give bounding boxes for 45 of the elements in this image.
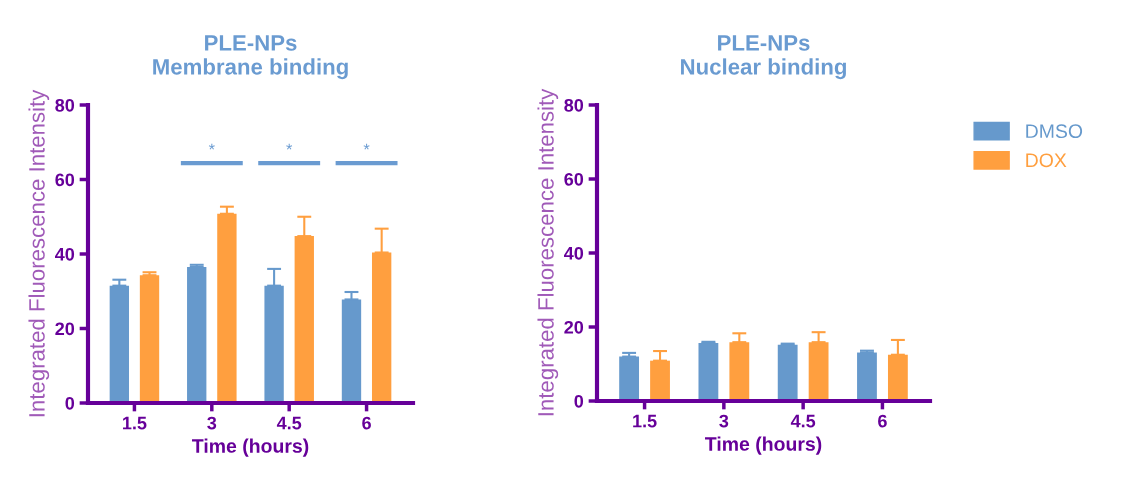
- bar: [294, 236, 314, 403]
- y-axis-title: Integrated Fluorescence Intensity: [537, 88, 559, 416]
- bar: [729, 342, 750, 401]
- bar: [857, 352, 877, 401]
- x-tick-label: 3: [719, 414, 729, 428]
- y-axis-title: Integrated Fluorescence Intensity: [28, 89, 50, 417]
- x-tick-label: 1.5: [123, 416, 147, 430]
- bar: [341, 299, 362, 403]
- y-tick-label: 80: [55, 98, 75, 112]
- legend-label: DMSO: [1026, 124, 1083, 139]
- y-tick-label: 40: [564, 246, 584, 260]
- bar: [698, 342, 719, 401]
- y-tick-label: 20: [564, 320, 584, 334]
- legend-label: DOX: [1026, 153, 1067, 168]
- bar: [187, 267, 207, 403]
- x-tick-label: 1.5: [633, 414, 657, 428]
- x-axis-title: Time (hours): [705, 436, 822, 455]
- bar: [139, 275, 160, 403]
- bar: [109, 285, 130, 403]
- bar: [264, 285, 284, 403]
- bar: [371, 252, 392, 403]
- y-tick-label: 60: [564, 172, 584, 186]
- x-axis-title: Time (hours): [192, 438, 309, 457]
- y-tick-label: 80: [564, 98, 584, 112]
- x-tick-label: 4.5: [790, 414, 816, 428]
- chart-title: PLE-NPs Nuclear binding: [681, 35, 846, 80]
- x-tick-label: 6: [362, 416, 371, 430]
- y-tick-label: 0: [574, 394, 584, 408]
- x-tick-label: 4.5: [276, 416, 302, 430]
- y-tick-label: 40: [55, 247, 75, 261]
- chart-title: PLE-NPs Membrane binding: [153, 35, 348, 80]
- bar: [619, 356, 640, 401]
- annotation: *: [363, 143, 370, 150]
- annotation: *: [208, 143, 215, 150]
- bar: [808, 342, 829, 401]
- x-tick-label: 6: [878, 414, 887, 428]
- bar: [777, 344, 798, 401]
- bar: [887, 354, 908, 401]
- annotation: *: [286, 143, 293, 150]
- y-tick-label: 20: [55, 322, 75, 336]
- y-tick-label: 0: [65, 396, 75, 410]
- bar: [217, 213, 237, 403]
- x-tick-label: 3: [207, 416, 217, 430]
- y-tick-label: 60: [55, 173, 75, 187]
- bar: [650, 360, 670, 401]
